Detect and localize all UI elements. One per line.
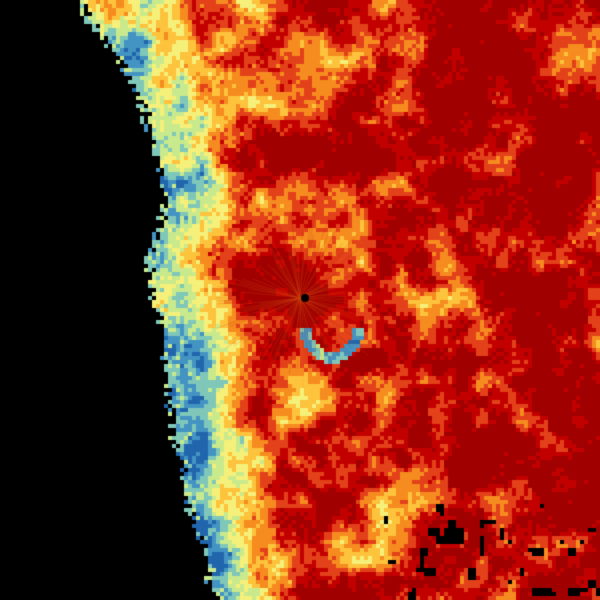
radar-reflectivity-image [0,0,600,600]
